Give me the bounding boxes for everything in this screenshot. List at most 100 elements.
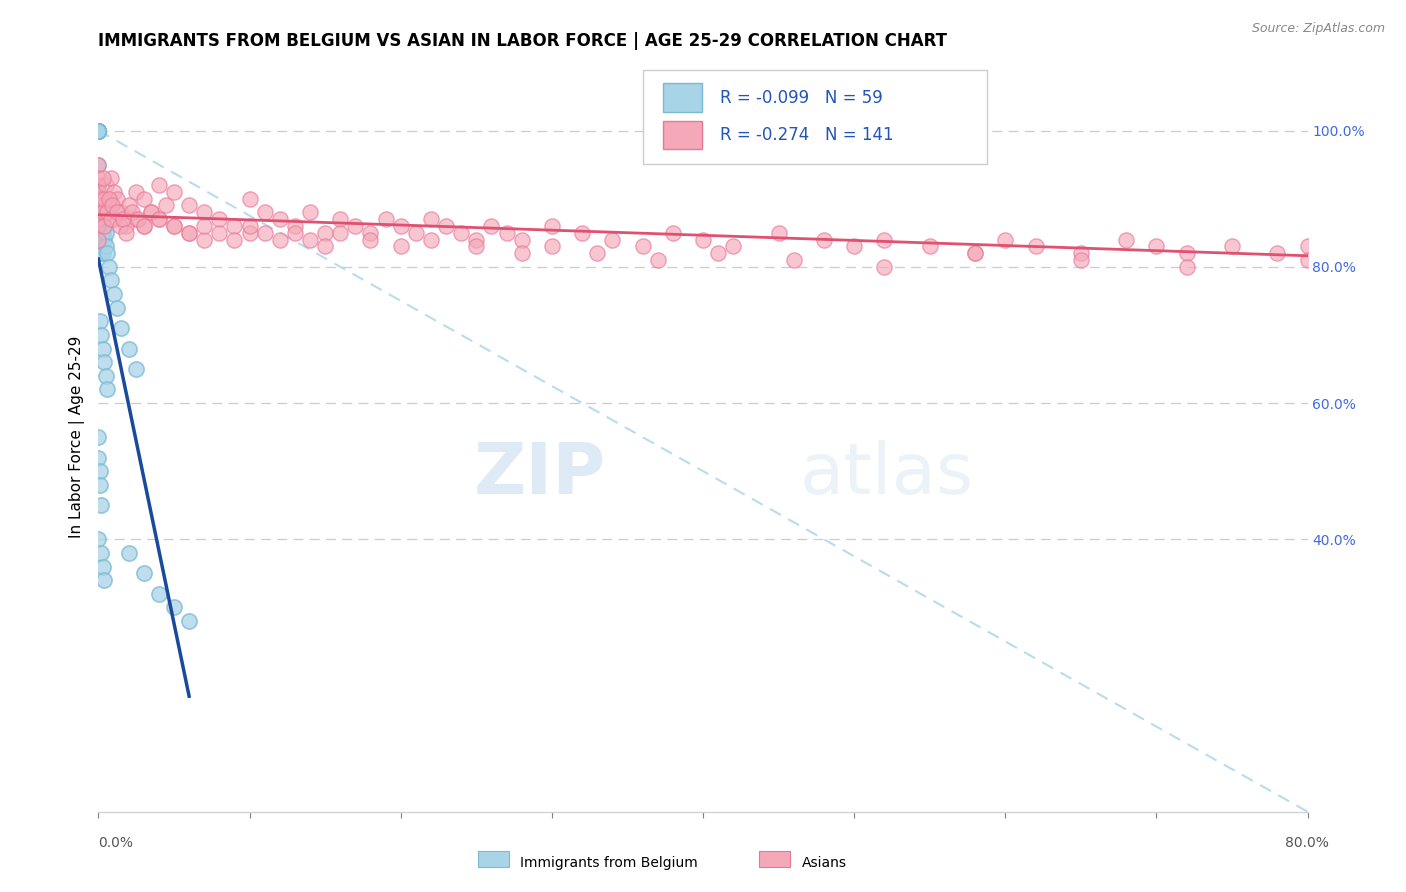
Point [91,226,114,240]
Point [110,205,132,219]
Point [269,212,291,227]
Point [90,205,112,219]
Point [91,246,114,260]
Point [121,205,143,219]
Point [87,123,110,137]
Point [661,226,683,240]
Point [1296,252,1319,267]
Text: Immigrants from Belgium: Immigrants from Belgium [520,856,697,871]
Point [707,246,730,260]
Point [239,226,262,240]
Point [87,123,110,137]
Point [87,123,110,137]
Point [100,273,122,287]
Point [89,477,111,491]
Point [114,226,136,240]
Point [360,226,382,240]
Text: ZIP: ZIP [474,440,606,509]
Point [994,233,1017,247]
Point [723,239,745,253]
Point [96,246,118,260]
Point [434,219,457,233]
Point [105,192,128,206]
FancyBboxPatch shape [664,121,702,149]
Point [93,219,115,233]
Point [127,212,149,227]
Text: IMMIGRANTS FROM BELGIUM VS ASIAN IN LABOR FORCE | AGE 25-29 CORRELATION CHART: IMMIGRANTS FROM BELGIUM VS ASIAN IN LABO… [98,32,948,50]
Point [647,252,669,267]
Point [768,226,790,240]
Point [100,198,122,212]
Point [103,287,125,301]
Point [91,559,114,574]
Point [94,178,117,192]
Point [94,226,117,240]
Point [420,233,443,247]
Point [314,239,336,253]
Point [193,233,215,247]
Point [1175,260,1198,274]
Point [148,212,170,227]
Point [844,239,866,253]
Point [111,212,134,227]
Point [93,355,115,369]
Point [91,205,114,219]
Point [98,192,121,206]
Point [93,192,115,206]
Point [141,205,163,219]
Point [465,233,488,247]
Point [87,123,110,137]
Point [87,158,110,172]
Point [163,219,186,233]
Point [87,178,110,192]
Point [87,158,110,172]
Point [163,600,186,615]
Point [783,252,806,267]
Point [89,205,111,219]
Point [965,246,987,260]
Point [1267,246,1289,260]
Point [87,178,110,192]
Point [329,226,352,240]
Point [299,233,322,247]
Point [1175,246,1198,260]
Point [105,205,128,219]
Point [105,301,128,315]
Point [163,219,186,233]
Point [89,246,111,260]
Point [299,205,322,219]
Point [631,239,654,253]
Point [1144,239,1167,253]
Point [420,212,443,227]
Point [94,368,117,383]
Point [87,192,110,206]
Text: 80.0%: 80.0% [1285,836,1329,850]
Point [89,464,111,478]
Point [90,327,112,342]
Point [540,219,562,233]
Point [495,226,517,240]
Point [91,342,114,356]
Point [90,546,112,560]
Point [155,198,177,212]
Point [87,123,110,137]
Point [540,239,562,253]
Point [87,430,110,444]
Point [389,239,412,253]
Point [90,498,112,512]
Point [118,342,141,356]
Point [87,171,110,186]
Point [329,212,352,227]
Point [965,246,987,260]
Point [91,212,114,227]
Point [344,219,367,233]
Point [103,185,125,199]
Y-axis label: In Labor Force | Age 25-29: In Labor Force | Age 25-29 [69,336,84,538]
Point [96,205,118,219]
Point [1372,252,1395,267]
Point [87,192,110,206]
Point [93,573,115,587]
Point [87,212,110,227]
Point [90,192,112,206]
Point [193,205,215,219]
